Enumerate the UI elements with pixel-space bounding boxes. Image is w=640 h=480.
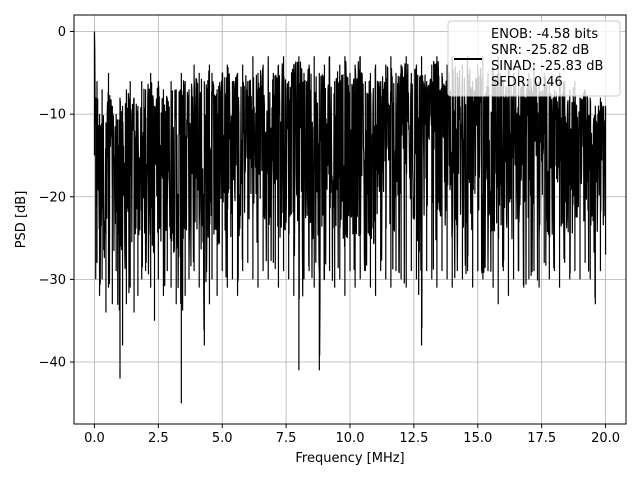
x-tick-label: 5.0 [212, 431, 233, 446]
series-psd [93, 31, 607, 404]
x-tick-label: 10.0 [336, 431, 365, 446]
y-tick-label: −40 [39, 356, 66, 371]
x-tick-label: 12.5 [399, 431, 428, 446]
legend-snr: SNR: -25.82 dB [491, 43, 589, 58]
x-axis-label: Frequency [MHz] [295, 451, 404, 466]
legend-sinad: SINAD: -25.83 dB [491, 59, 603, 74]
y-axis-ticks: 0 −10 −20 −30 −40 [39, 25, 74, 371]
legend-sfdr: SFDR: 0.46 [491, 75, 563, 90]
legend-box [447, 20, 621, 97]
legend: ENOB: -4.58 bits SNR: -25.82 dB SINAD: -… [447, 20, 621, 97]
x-tick-label: 0.0 [84, 431, 105, 446]
y-axis-label: PSD [dB] [14, 191, 29, 249]
x-tick-label: 20.0 [591, 431, 620, 446]
legend-enob: ENOB: -4.58 bits [491, 27, 598, 42]
y-tick-label: −10 [39, 108, 66, 123]
x-axis-ticks: 0.0 2.5 5.0 7.5 10.0 12.5 15.0 17.5 20.0 [84, 424, 620, 446]
y-tick-label: −30 [39, 273, 66, 288]
x-tick-label: 7.5 [276, 431, 297, 446]
x-tick-label: 15.0 [463, 431, 492, 446]
y-tick-label: −20 [39, 190, 66, 205]
y-tick-label: 0 [58, 25, 66, 40]
x-tick-label: 17.5 [527, 431, 556, 446]
x-tick-label: 2.5 [148, 431, 169, 446]
psd-line [93, 31, 607, 404]
